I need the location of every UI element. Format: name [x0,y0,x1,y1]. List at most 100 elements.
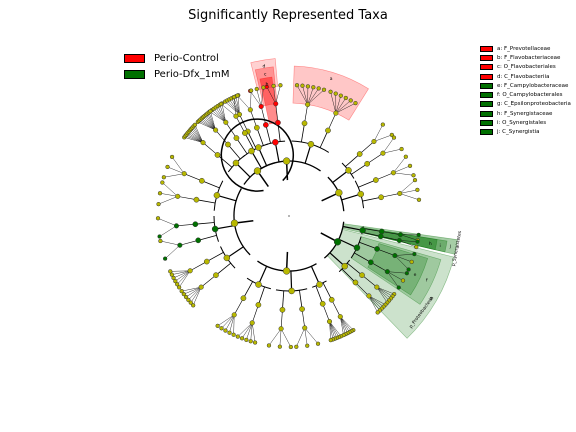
genus-branch [329,321,342,337]
genus-node [406,267,411,272]
genus-node [400,278,406,283]
genus-branch [399,179,416,194]
family-node [213,127,219,133]
genus-node [192,122,198,127]
genus-node [227,330,232,335]
genus-branch [246,322,253,340]
family-branch [322,303,330,322]
order-node [263,122,269,128]
genus-branch [186,134,204,143]
genus-branch [193,287,202,306]
order-branch [236,137,248,155]
genus-node [155,216,161,221]
phylum-node [335,189,343,197]
clade-label: h [429,241,432,247]
genus-branch [207,113,216,131]
genus-branch [340,316,354,331]
class-branch [215,224,235,230]
order-node [255,302,262,308]
taxa-legend-label: b: F_Flavobacteriaceae [497,54,561,61]
class-node [341,262,348,270]
family-branch [355,282,370,297]
family-branch [250,109,258,128]
legend-item-control: Perio-Control [124,50,230,66]
class-node [232,159,240,167]
genus-branch [185,286,202,298]
taxa-legend: a: F_Prevotellaceae b: F_Flavobacteriacea… [480,44,571,137]
class-node [223,254,231,262]
order-branch [258,286,265,306]
taxa-legend-swatch [480,82,493,89]
order-branch [322,282,333,300]
genus-branch [187,132,204,143]
genus-node [208,109,213,114]
genus-node [338,93,343,98]
order-branch [247,131,257,149]
genus-node [231,332,236,337]
order-node [367,259,374,266]
family-branch [215,129,229,145]
order-branch [362,196,382,202]
order-node [372,177,379,183]
genus-node [415,239,420,244]
genus-branch [329,321,334,340]
genus-node [252,340,258,345]
legend-label-control: Perio-Control [154,52,219,64]
genus-branch [340,316,350,333]
genus-node [411,173,416,178]
order-node [301,120,308,127]
genus-branch [193,126,204,143]
taxa-legend-swatch [480,101,493,108]
genus-branch [165,245,180,259]
chart-title: Significantly Represented Taxa [188,8,388,23]
genus-branch [241,322,253,339]
family-branch [370,262,388,272]
genus-branch [185,135,204,143]
genus-branch [192,127,204,143]
taxa-legend-item: g: C_Epsilonproteobacteria [480,100,571,109]
order-node [233,135,240,141]
genus-node [328,338,333,343]
taxa-legend-label: d: C_Flavobacteriia [497,73,550,80]
class-node [307,141,315,148]
order-branch [300,123,305,143]
family-node [397,232,404,238]
class-node [357,190,364,198]
root-arc [220,118,295,192]
order-node [359,272,365,279]
genus-branch [197,121,216,131]
taxa-legend-label: g: C_Epsilonproteobacteria [497,101,571,108]
order-branch [341,268,356,283]
clade-label: g [430,297,433,302]
genus-node [321,87,327,92]
order-branch [299,290,303,310]
genus-branch [231,98,240,115]
family-node [390,170,396,176]
genus-branch [183,286,202,295]
taxa-legend-swatch [480,129,493,136]
genus-branch [175,270,191,282]
class-branch [226,246,244,259]
genus-node [315,341,321,346]
class-branch [338,238,358,249]
class-node [359,227,366,234]
genus-node [218,101,224,107]
class-branch [341,193,361,201]
genus-node [264,84,269,90]
genus-branch [160,240,180,246]
genus-branch [171,270,191,275]
order-node [364,160,371,167]
genus-branch [304,327,319,344]
genus-node [191,303,196,308]
order-node [242,130,248,136]
genus-node [288,344,293,350]
genus-branch [302,85,308,105]
genus-branch [275,85,281,104]
order-branch [354,252,372,263]
genus-branch [387,271,404,281]
order-branch [362,231,381,237]
legend-label-dfx: Perio-Dfx_1mM [154,68,230,80]
genus-node [333,91,338,96]
genus-node [412,177,418,183]
genus-branch [221,103,237,117]
